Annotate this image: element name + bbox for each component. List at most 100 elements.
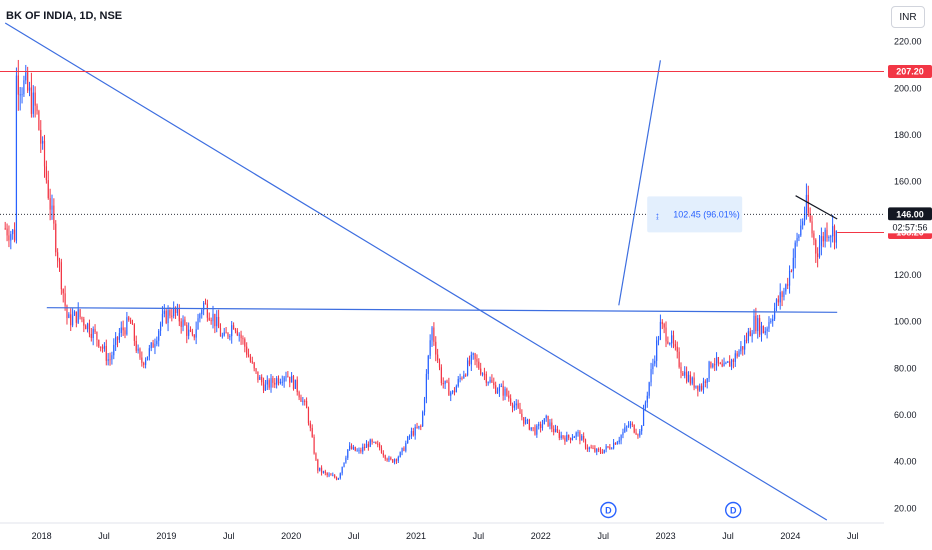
candle-body: [657, 339, 660, 341]
candle-body: [141, 357, 143, 363]
candle-body: [536, 425, 538, 435]
candle-body: [118, 333, 120, 340]
candle-body: [459, 377, 461, 380]
candle-body: [414, 426, 416, 436]
candle-body: [232, 325, 235, 330]
candle-body: [180, 321, 182, 327]
candle-body: [13, 229, 16, 241]
candle-body: [343, 462, 345, 467]
candle-body: [345, 457, 347, 463]
currency-button[interactable]: INR: [891, 6, 925, 28]
candle-body: [526, 419, 529, 421]
candle-body: [296, 379, 298, 393]
candle-body: [609, 447, 611, 449]
candle-body: [646, 395, 648, 403]
time-tick-label: Jul: [223, 531, 235, 541]
candle-body: [401, 447, 403, 453]
candle-body: [702, 381, 705, 390]
candle-body: [465, 374, 467, 376]
candle-body: [34, 92, 36, 106]
candle-body: [639, 431, 641, 436]
candle-body: [15, 75, 18, 241]
candle-body: [219, 328, 222, 337]
candle-body: [247, 354, 250, 357]
candle-body: [276, 378, 278, 385]
candle-body: [313, 436, 315, 454]
candle-body: [764, 331, 766, 334]
candle-body: [496, 391, 499, 394]
candle-body: [94, 329, 96, 332]
candle-body: [583, 435, 585, 440]
candle-body: [495, 385, 497, 394]
candle-body: [525, 419, 527, 424]
candle-body: [221, 335, 223, 337]
candle-body: [30, 87, 33, 114]
candle-body: [163, 310, 165, 314]
price-axis: 220.00200.00180.00160.00140.00120.00100.…: [888, 37, 932, 513]
candle-body: [393, 459, 396, 463]
candle-body: [478, 361, 480, 369]
candle-body: [58, 260, 61, 263]
candle-body: [551, 422, 553, 429]
candle-body: [830, 236, 832, 238]
candle-body: [300, 397, 302, 402]
candle-body: [815, 239, 817, 254]
candle-body: [150, 342, 152, 349]
candle-body: [178, 308, 180, 322]
candle-body: [697, 385, 699, 391]
candle-body: [747, 331, 749, 341]
trendline: [795, 195, 838, 220]
candle-body: [689, 374, 691, 384]
candle-body: [708, 361, 710, 379]
candle-body: [594, 448, 596, 452]
candle-body: [330, 474, 332, 476]
candle-body: [238, 334, 240, 336]
candle-body: [493, 382, 495, 386]
candle-body: [817, 253, 819, 258]
candle-body: [712, 364, 714, 368]
candle-body: [744, 339, 746, 350]
candle-body: [562, 435, 564, 438]
candle-body: [556, 428, 559, 433]
candle-body: [706, 378, 708, 383]
candle-body: [358, 450, 360, 452]
candle-body: [803, 213, 806, 222]
candle-body: [420, 425, 422, 427]
candle-body: [762, 325, 764, 334]
candle-body: [427, 355, 429, 374]
candle-body: [369, 439, 371, 447]
candle-body: [691, 377, 693, 384]
candle-body: [824, 229, 826, 242]
price-tag-last-bg: [888, 207, 932, 221]
dividend-marker: [725, 501, 742, 519]
candle-body: [732, 359, 735, 362]
candle-body: [23, 80, 25, 95]
candle-body: [425, 373, 427, 399]
candle-body: [218, 316, 220, 329]
price-tick-label: 160.00: [894, 177, 922, 187]
candle-body: [371, 439, 373, 443]
candle-body: [592, 448, 594, 450]
candle-body: [71, 315, 74, 326]
candle-body: [229, 336, 231, 338]
candle-body: [257, 371, 259, 380]
candle-body: [601, 452, 603, 454]
candle-body: [116, 336, 119, 340]
candle-body: [412, 431, 414, 436]
candle-body: [337, 478, 340, 480]
candle-body: [481, 373, 484, 375]
candle-body: [109, 359, 111, 361]
candle-body: [642, 408, 645, 426]
candle-body: [457, 379, 459, 387]
candle-body: [648, 382, 650, 396]
candle-body: [231, 325, 233, 337]
candle-body: [665, 327, 667, 342]
candle-body: [736, 353, 738, 357]
candle-body: [807, 194, 809, 214]
candle-body: [631, 423, 633, 425]
candle-body: [137, 348, 139, 351]
time-tick-label: 2023: [656, 531, 676, 541]
candle-body: [423, 398, 426, 412]
candle-body: [785, 284, 787, 292]
